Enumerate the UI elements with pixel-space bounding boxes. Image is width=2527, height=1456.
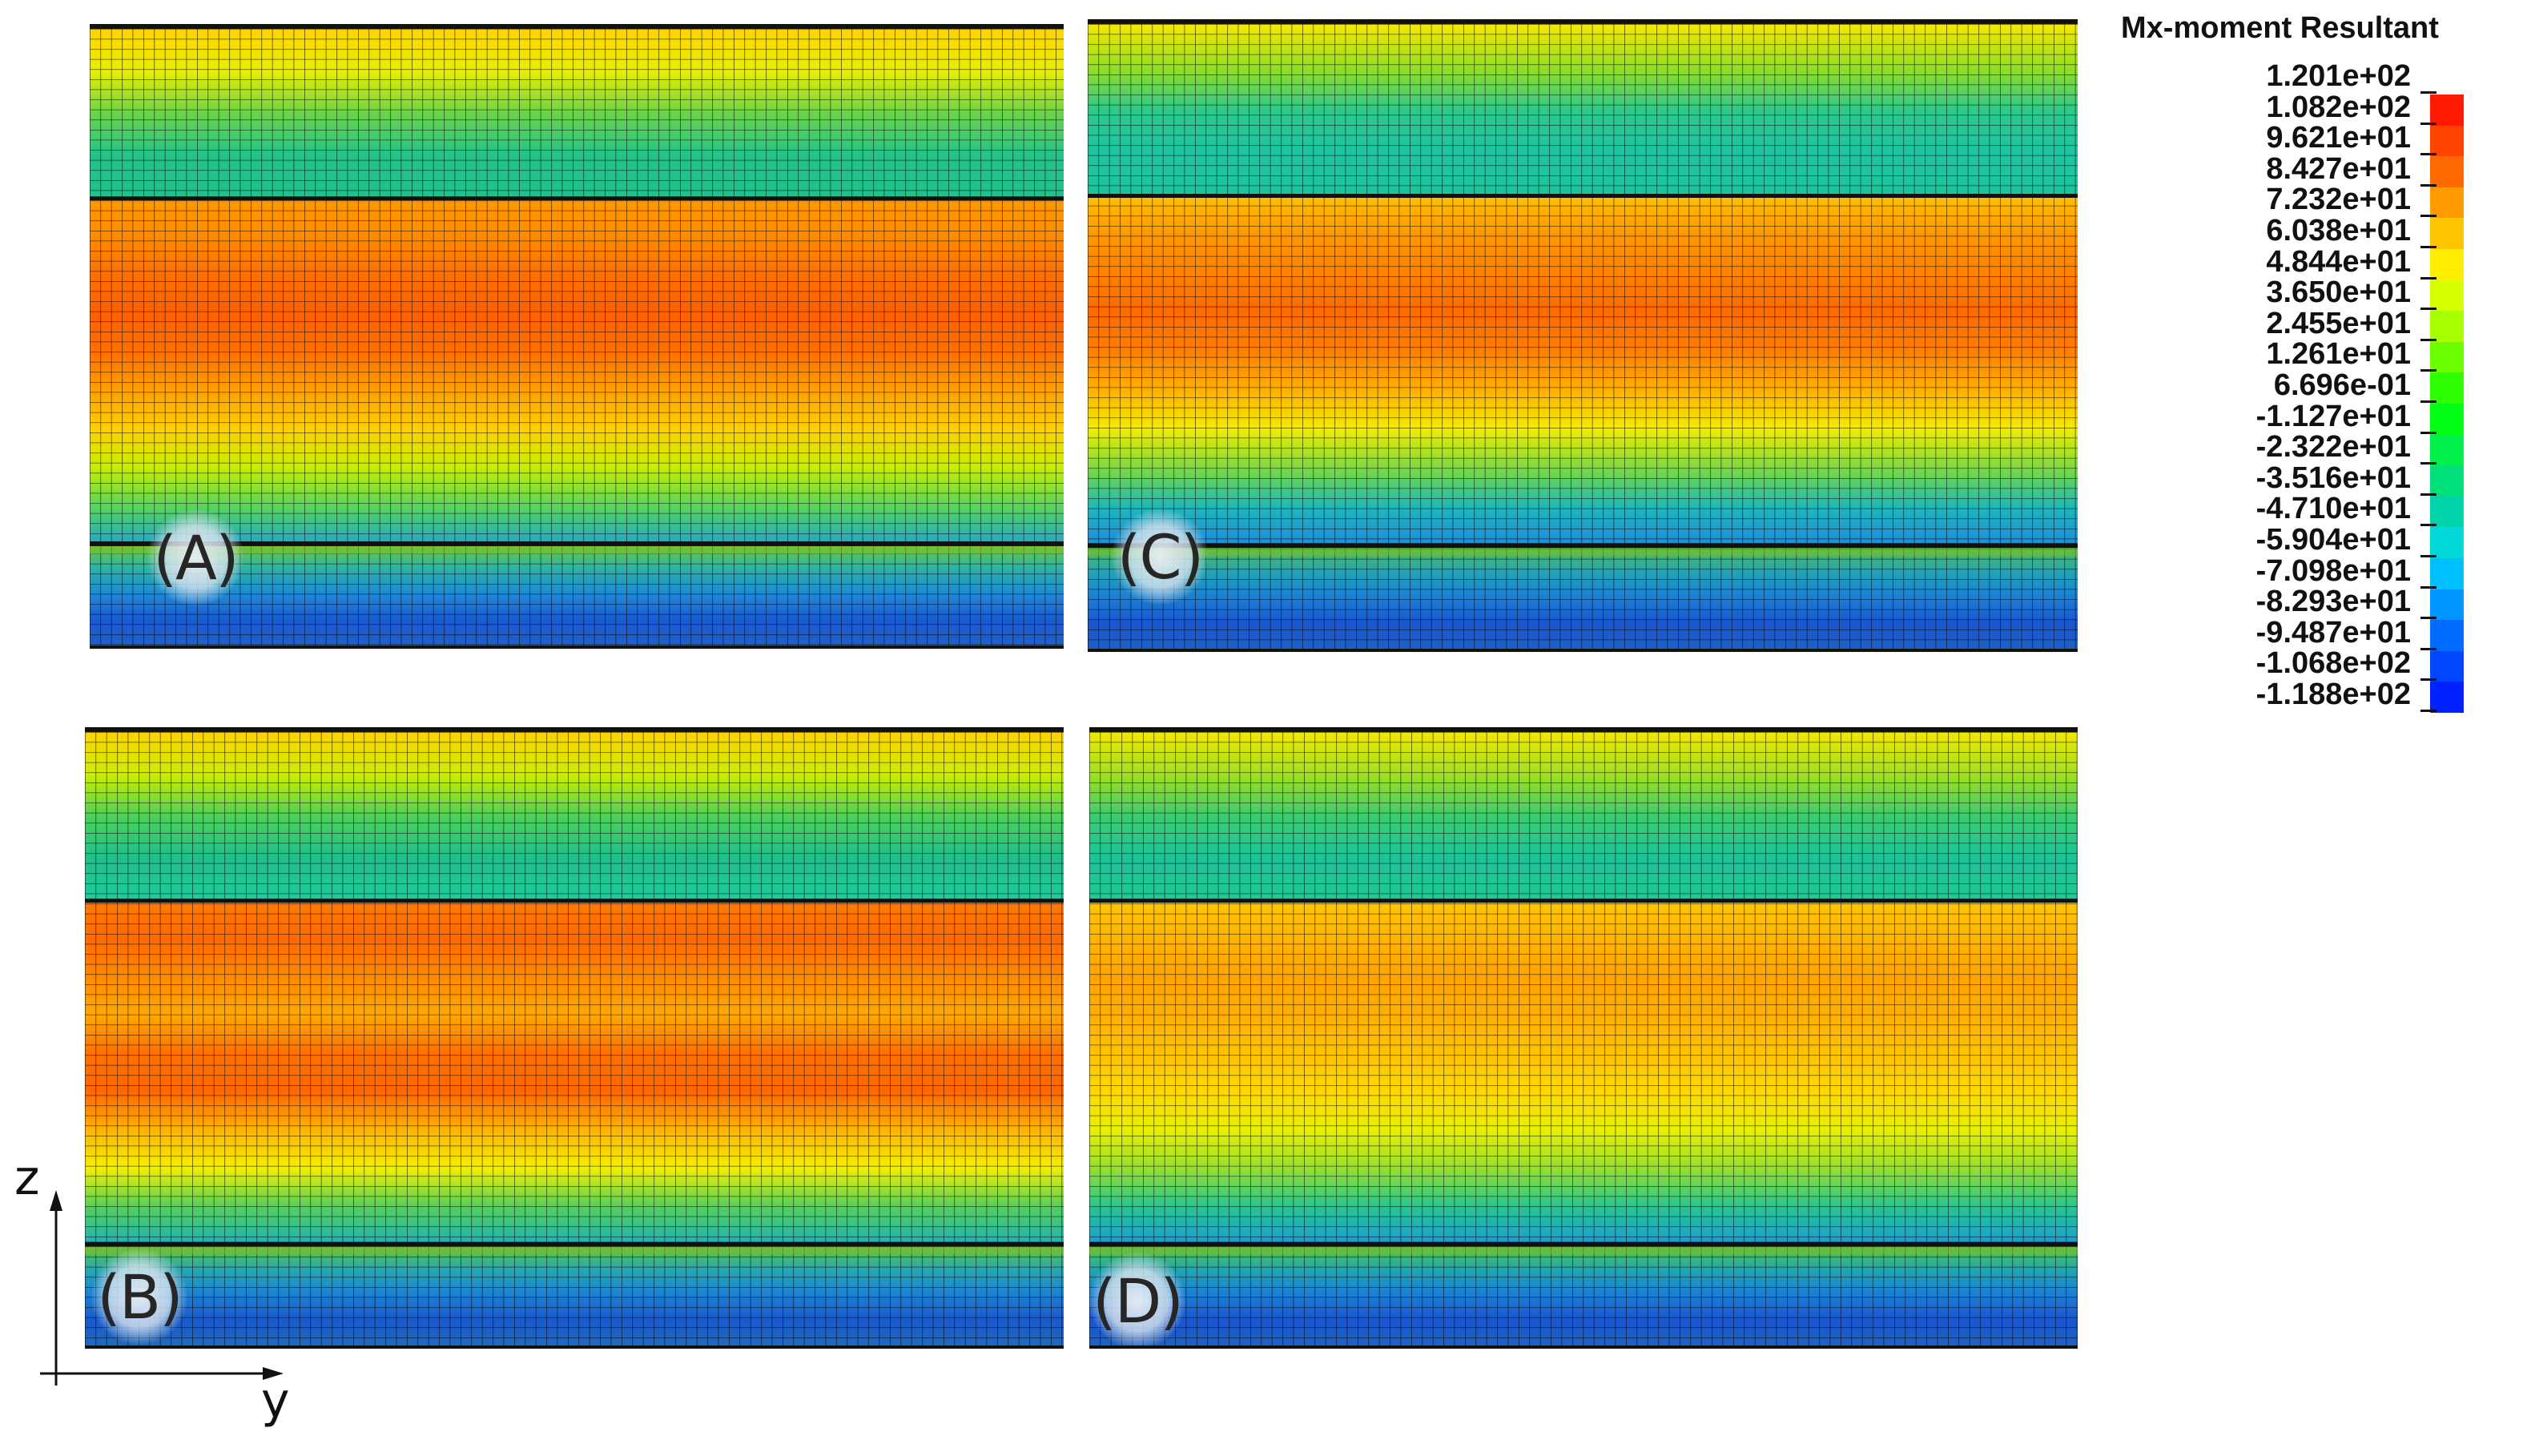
legend-value: 9.621e+01 bbox=[2266, 121, 2411, 155]
contour-plot-d bbox=[1089, 732, 2078, 1345]
legend-value: 1.201e+02 bbox=[2266, 59, 2411, 93]
legend-swatch bbox=[2430, 620, 2464, 651]
legend-value: -1.188e+02 bbox=[2255, 678, 2411, 711]
legend-tick bbox=[2420, 431, 2436, 434]
legend-value: -7.098e+01 bbox=[2255, 553, 2411, 588]
legend-colorbar bbox=[2430, 95, 2464, 713]
panel-label-b: (B) bbox=[91, 1249, 187, 1345]
legend-value: 7.232e+01 bbox=[2266, 183, 2411, 217]
panel-label-c: (C) bbox=[1112, 509, 1208, 605]
z-axis-label: z bbox=[14, 1150, 40, 1206]
legend-tick bbox=[2420, 710, 2436, 712]
legend-swatch bbox=[2430, 682, 2464, 713]
legend-tick bbox=[2420, 400, 2436, 403]
legend-value: 8.427e+01 bbox=[2266, 151, 2411, 186]
legend-swatch bbox=[2430, 187, 2464, 219]
legend-swatch bbox=[2430, 218, 2464, 249]
legend-swatch bbox=[2430, 650, 2464, 682]
z-axis-arrow bbox=[50, 1190, 62, 1211]
contour-plot-a bbox=[90, 29, 1064, 646]
legend-tick bbox=[2420, 617, 2436, 620]
panel-label-a: (A) bbox=[147, 509, 243, 605]
legend-swatch bbox=[2430, 434, 2464, 466]
legend-tick bbox=[2420, 338, 2436, 341]
legend-value: -1.127e+01 bbox=[2255, 399, 2411, 433]
legend-value: -8.293e+01 bbox=[2255, 585, 2411, 619]
legend-value: -9.487e+01 bbox=[2255, 615, 2411, 650]
interface-strip bbox=[90, 545, 1064, 554]
panel-d: (D) bbox=[1089, 727, 2078, 1349]
legend-value: 1.082e+02 bbox=[2266, 90, 2411, 124]
legend-swatch bbox=[2430, 156, 2464, 187]
legend-title: Mx-moment Resultant bbox=[2121, 11, 2439, 45]
legend-swatch bbox=[2430, 527, 2464, 558]
interface-strip bbox=[1089, 1246, 2078, 1255]
legend-tick bbox=[2420, 276, 2436, 280]
legend-swatch bbox=[2430, 248, 2464, 280]
panel-c: (C) bbox=[1088, 19, 2078, 652]
legend-tick bbox=[2420, 183, 2436, 187]
legend-value: 4.844e+01 bbox=[2266, 244, 2411, 279]
legend-tick bbox=[2420, 153, 2436, 156]
legend-value: 3.650e+01 bbox=[2266, 276, 2411, 310]
axis-triad bbox=[40, 1190, 284, 1386]
legend-tick bbox=[2420, 678, 2436, 682]
contour-plot-b bbox=[85, 732, 1064, 1345]
legend-value: 2.455e+01 bbox=[2266, 306, 2411, 340]
legend-swatch bbox=[2430, 403, 2464, 435]
legend-value: -1.068e+02 bbox=[2255, 646, 2411, 681]
contour-plot-c bbox=[1088, 24, 2078, 649]
legend-value: -2.322e+01 bbox=[2255, 430, 2411, 465]
legend-swatch bbox=[2430, 496, 2464, 528]
legend-swatch bbox=[2430, 280, 2464, 312]
legend-tick bbox=[2420, 524, 2436, 527]
legend-tick bbox=[2420, 122, 2436, 125]
legend-tick bbox=[2420, 246, 2436, 248]
legend-swatch bbox=[2430, 589, 2464, 621]
legend-value: -4.710e+01 bbox=[2255, 492, 2411, 526]
legend-swatch bbox=[2430, 341, 2464, 373]
legend-value: 6.696e-01 bbox=[2273, 368, 2411, 402]
legend-tick bbox=[2420, 647, 2436, 650]
panel-b: (B) bbox=[85, 727, 1064, 1349]
legend-tick bbox=[2420, 462, 2436, 465]
legend-tick bbox=[2420, 91, 2436, 94]
legend-swatch bbox=[2430, 95, 2464, 126]
interface-strip bbox=[1088, 548, 2078, 557]
legend-tick bbox=[2420, 585, 2436, 589]
legend-swatch bbox=[2430, 125, 2464, 157]
y-axis-label: y bbox=[261, 1373, 290, 1429]
legend-tick bbox=[2420, 493, 2436, 496]
legend-value: -3.516e+01 bbox=[2255, 461, 2411, 495]
legend-tick bbox=[2420, 555, 2436, 557]
legend-tick bbox=[2420, 369, 2436, 372]
legend-tick bbox=[2420, 308, 2436, 311]
y-axis-arrow bbox=[263, 1367, 284, 1380]
legend-value: 1.261e+01 bbox=[2266, 337, 2411, 372]
panel-a: (A) bbox=[90, 24, 1064, 649]
legend-swatch bbox=[2430, 372, 2464, 404]
legend-value: 6.038e+01 bbox=[2266, 214, 2411, 247]
interface-strip bbox=[85, 1246, 1064, 1255]
panel-label-d: (D) bbox=[1089, 1253, 1185, 1345]
legend-value: -5.904e+01 bbox=[2255, 523, 2411, 557]
legend-swatch bbox=[2430, 557, 2464, 589]
legend-swatch bbox=[2430, 311, 2464, 342]
legend-swatch bbox=[2430, 465, 2464, 497]
legend-tick bbox=[2420, 215, 2436, 218]
